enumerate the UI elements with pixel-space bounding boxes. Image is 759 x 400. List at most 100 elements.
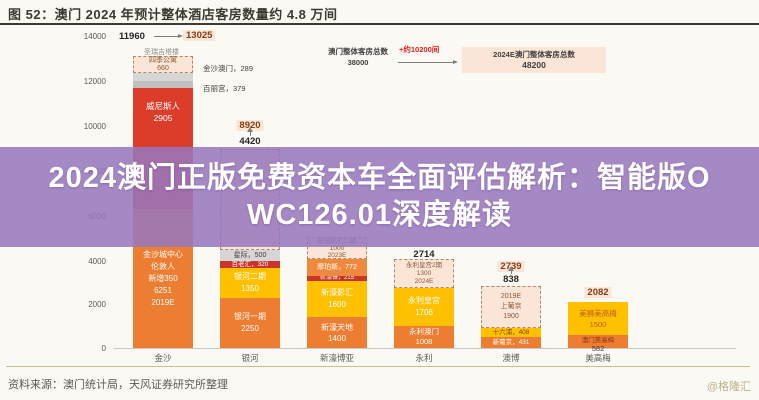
segment-label: 上葡京 <box>500 303 522 310</box>
segment-label: 1000 <box>329 244 345 252</box>
segment-label: 星际，500 <box>233 251 267 259</box>
segment-label: 四季公寓 <box>149 56 177 64</box>
figure-title: 图 52：澳门 2024 年预计整体酒店客房数量约 4.8 万间 <box>8 7 338 22</box>
x-axis-line <box>114 348 736 349</box>
segment-label: 新濠天地 <box>321 322 353 332</box>
segment-label: 1600 <box>328 300 346 309</box>
segment-label: 660 <box>157 64 169 72</box>
segment-label: 1300 <box>416 269 432 277</box>
bar-segment-新濠天地: 新濠天地 1400 <box>307 317 367 348</box>
y-axis-tick-label: 12000 <box>83 77 106 86</box>
y-axis-tick-label: 14000 <box>83 32 106 41</box>
bar-segment-摩珀斯: 摩珀斯，772 <box>307 259 367 276</box>
bar-annotation: 11960 <box>119 31 145 42</box>
y-axis-tick-label: 2000 <box>88 300 106 309</box>
segment-label: 威尼斯人 <box>145 101 180 111</box>
segment-label: 永利皇宫2期 <box>405 261 443 269</box>
segment-label: 6251 <box>154 285 172 295</box>
arrow-icon <box>154 33 183 38</box>
arrow-up-icon <box>246 127 253 136</box>
segment-label: 2019E <box>151 297 175 307</box>
bar-annotation: 838 <box>503 274 519 285</box>
bar-segment-美狮美高梅: 美狮美高梅 1500 <box>568 302 628 335</box>
segment-label: 新濠锋，215 <box>319 274 354 281</box>
x-axis-label-澳博: 澳博 <box>502 353 520 363</box>
segment-label: 2019E <box>500 293 522 300</box>
total-rooms-before: 澳门整体客房总数 38000 <box>316 46 400 68</box>
bar-annotation: 13025 <box>183 30 216 41</box>
source-note: 资料来源：澳门统计局，天风证券研究所整理 <box>8 379 228 391</box>
bar-segment-四季公寓: 四季公寓 660 <box>133 56 193 73</box>
segment-label: 澳门美高梅 <box>581 337 615 344</box>
bar-annotation: 金沙澳门，289 <box>203 64 254 73</box>
bar-segment-永利澳门: 永利澳门 1008 <box>394 326 454 348</box>
y-axis-tick-label: 0 <box>101 344 106 353</box>
bar-annotation: 圣瑞吉塔楼 <box>144 49 179 56</box>
segment-label: 美狮美高梅 <box>579 308 617 318</box>
bar-segment-百老汇: 百老汇，320 <box>220 261 280 268</box>
bar-annotation: 4420 <box>239 136 261 147</box>
segment-label: 摩珀斯，772 <box>317 263 357 271</box>
segment-label: 银河二期 <box>234 272 266 281</box>
overlay-line-1: 2024澳门正版免费资本车全面评估解析：智能版O <box>48 162 711 194</box>
total-rooms-2024-label: 2024E澳门整体客房总数 <box>493 50 575 59</box>
bar-segment-新濠影汇: 新濠影汇 1600 <box>307 281 367 317</box>
bar-segment-银河二期: 银河二期 1350 <box>220 268 280 298</box>
title-divider <box>0 23 759 25</box>
bar-segment-星际: 星际，500 <box>220 250 280 261</box>
segment-label: 新葡京，431 <box>492 339 530 346</box>
segment-label: 1706 <box>415 308 433 317</box>
segment-label: 永利澳门 <box>409 327 439 336</box>
x-axis-label-金沙: 金沙 <box>154 353 172 363</box>
segment-label: 2024E <box>414 277 434 285</box>
bar-segment-澳门美高梅: 澳门美高梅 <box>568 335 628 348</box>
rooms-delta-label: +约10200间 <box>399 45 440 54</box>
segment-label: 新濠影汇 <box>321 288 353 297</box>
overlay-line-2: WC126.01深度解读 <box>246 199 512 231</box>
bar-annotation: 2714 <box>413 249 435 260</box>
bar-segment-新葡京: 新葡京，431 <box>481 337 541 348</box>
bar-segment-永利皇宫2期: 永利皇宫2期 1300 2024E <box>394 259 454 288</box>
bar-segment-新濠锋: 新濠锋，215 <box>307 274 367 281</box>
segment-label: 1008 <box>415 337 433 346</box>
x-axis-label-新濠博亚: 新濠博亚 <box>319 353 355 363</box>
bar-annotation: 2082 <box>584 287 612 298</box>
segment-label: 1500 <box>589 319 607 329</box>
y-axis-tick-label: 10000 <box>83 122 106 131</box>
bar-annotation: 百丽宫，379 <box>203 84 246 93</box>
segment-label: 2023E <box>327 251 347 259</box>
x-axis-label-永利: 永利 <box>415 353 433 363</box>
arrow-up-icon <box>507 266 514 274</box>
bar-segment-金沙澳门 <box>133 73 193 81</box>
bar-segment-银河一期: 银河一期 2250 <box>220 298 280 348</box>
bar-segment-永利皇宫: 永利皇宫 1706 <box>394 288 454 326</box>
bar-segment-百丽宫 <box>133 81 193 88</box>
segment-label: 伦敦人 <box>151 261 175 271</box>
segment-label: 2250 <box>241 324 259 333</box>
segment-label: 永利皇宫 <box>408 296 440 305</box>
segment-label: 1900 <box>503 313 519 320</box>
total-rooms-2024-value: 48200 <box>522 60 546 70</box>
y-axis-tick-label: 4000 <box>88 257 106 266</box>
segment-label: 1350 <box>241 284 259 293</box>
site-watermark: @格隆汇 <box>706 381 751 393</box>
x-axis-label-银河: 银河 <box>241 353 259 363</box>
total-rooms-2024-box: 2024E澳门整体客房总数 48200 <box>462 47 606 73</box>
segment-label: 银河一期 <box>234 312 266 321</box>
segment-label: 2905 <box>153 113 173 123</box>
footer-divider <box>6 366 750 367</box>
segment-label: 新增350 <box>148 273 178 283</box>
bar-annotation: 582 <box>591 344 605 353</box>
bar-segment-十六浦: 十六浦，408 <box>481 328 541 337</box>
segment-label: 十六浦，408 <box>492 329 530 336</box>
bar-segment-上葡京: 2019E 上葡京 1900 <box>481 286 541 328</box>
x-axis-label-美高梅: 美高梅 <box>585 353 611 363</box>
overlay-text-banner: 2024澳门正版免费资本车全面评估解析：智能版O WC126.01深度解读 <box>0 147 759 247</box>
total-rooms-before-label: 澳门整体客房总数 <box>328 47 388 56</box>
flow-arrow-icon <box>398 59 458 64</box>
segment-label: 百老汇，320 <box>231 261 269 268</box>
bar-annotation: 8920 <box>236 120 264 131</box>
segment-label: 1400 <box>328 333 346 343</box>
segment-label: 金沙城中心 <box>143 249 183 259</box>
